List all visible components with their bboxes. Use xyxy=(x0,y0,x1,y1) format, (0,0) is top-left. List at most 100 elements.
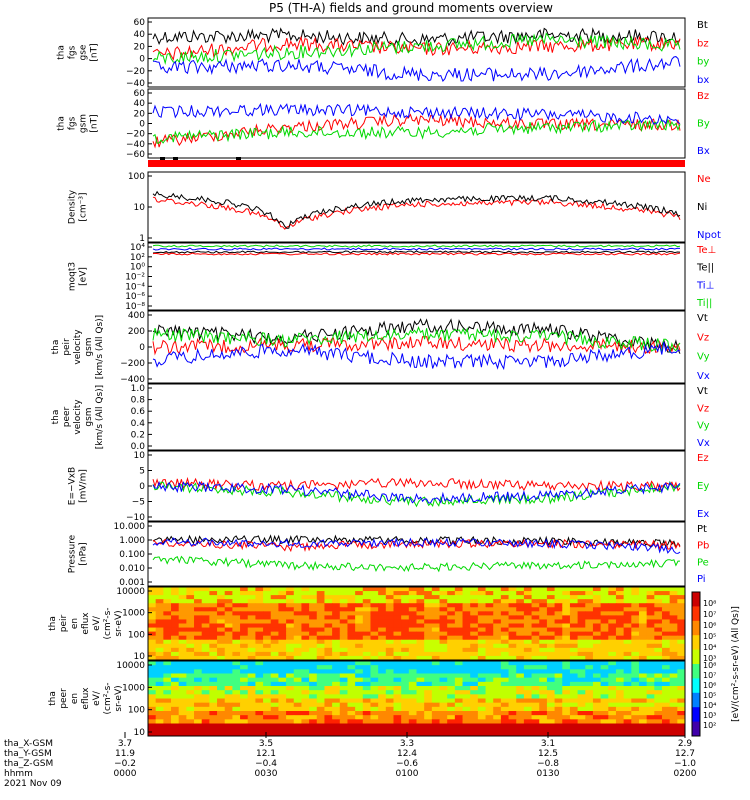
spectrogram-cell xyxy=(155,673,164,679)
spectrogram-cell xyxy=(362,627,371,633)
spectrogram-cell xyxy=(201,599,210,604)
spectrogram-cell xyxy=(217,607,226,612)
spectrogram-cell xyxy=(493,677,502,683)
spectrogram-cell xyxy=(523,686,533,691)
spectrogram-cell xyxy=(531,686,540,691)
spectrogram-cell xyxy=(485,686,494,691)
spectrogram-cell xyxy=(148,611,157,616)
spectrogram-cell xyxy=(370,595,379,600)
y-axis-label: peir xyxy=(59,614,69,632)
spectrogram-cell xyxy=(186,607,195,612)
spectrogram-cell xyxy=(661,651,671,657)
spectrogram-cell xyxy=(638,631,648,637)
spectrogram-cell xyxy=(178,627,187,633)
spectrogram-cell xyxy=(148,651,157,657)
spectrogram-cell xyxy=(324,669,333,674)
series-Bz xyxy=(152,113,681,149)
spectrogram-cell xyxy=(270,623,279,629)
spectrogram-cell xyxy=(546,698,556,704)
spectrogram-cell xyxy=(569,619,579,624)
spectrogram-cell xyxy=(163,715,172,720)
spectrogram-cell xyxy=(309,635,318,641)
spectrogram-cell xyxy=(347,647,356,653)
spectrogram-cell xyxy=(585,651,594,657)
spectrogram-cell xyxy=(554,655,563,661)
spectrogram-cell xyxy=(362,655,371,661)
spectrogram-cell xyxy=(301,639,310,645)
spectrogram-cell xyxy=(577,591,586,596)
spectrogram-cell xyxy=(309,723,318,729)
spectrogram-cell xyxy=(401,655,410,661)
spectrogram-cell xyxy=(171,599,180,604)
spectrogram-cell xyxy=(401,731,410,737)
spectrogram-cell xyxy=(485,727,494,733)
spectrogram-cell xyxy=(523,639,533,645)
spectrogram-cell xyxy=(516,665,525,670)
spectrogram-cell xyxy=(562,727,571,733)
spectrogram-cell xyxy=(531,623,540,629)
spectrogram-cell xyxy=(539,673,548,679)
spectrogram-cell xyxy=(669,731,678,737)
spectrogram-cell xyxy=(378,694,387,699)
spectrogram-cell xyxy=(631,627,640,633)
spectrogram-cell xyxy=(615,698,625,704)
spectrogram-cell xyxy=(339,587,348,592)
spectrogram-cell xyxy=(493,694,502,699)
spectrogram-cell xyxy=(569,599,579,604)
status-bar xyxy=(148,160,685,167)
spectrogram-cell xyxy=(646,661,655,666)
spectrogram-cell xyxy=(523,615,533,620)
spectrogram-cell xyxy=(447,627,456,633)
spectrogram-cell xyxy=(362,694,371,699)
spectrogram-cell xyxy=(362,595,371,600)
spectrogram-cell xyxy=(523,655,533,661)
spectrogram-cell xyxy=(178,643,187,649)
spectrogram-cell xyxy=(301,723,310,729)
spectrogram-cell xyxy=(217,651,226,657)
spectrogram-cell xyxy=(148,647,157,653)
spectrogram-cell xyxy=(370,639,379,645)
spectrogram-cell xyxy=(585,690,594,695)
spectrogram-cell xyxy=(347,603,356,608)
spectrogram-cell xyxy=(385,727,394,733)
spectrogram-cell xyxy=(347,694,356,699)
spectrogram-cell xyxy=(631,706,640,712)
spectrogram-cell xyxy=(148,655,157,661)
spectrogram-cell xyxy=(401,643,410,649)
spectrogram-cell xyxy=(431,599,441,604)
spectrogram-cell xyxy=(546,673,556,679)
spectrogram-cell xyxy=(531,611,540,616)
spectrogram-cell xyxy=(224,711,233,716)
spectrogram-cell xyxy=(585,694,594,699)
spectrogram-cell xyxy=(493,719,502,724)
spectrogram-cell xyxy=(362,669,371,674)
spectrogram-cell xyxy=(332,702,341,708)
spectrogram-cell xyxy=(247,615,256,620)
spectrogram-cell xyxy=(217,587,226,592)
spectrogram-cell xyxy=(669,715,678,720)
spectrogram-cell xyxy=(523,665,533,670)
legend-entry: Vx xyxy=(697,371,710,382)
spectrogram-cell xyxy=(546,591,556,596)
spectrogram-cell xyxy=(523,698,533,704)
spectrogram-cell xyxy=(224,651,233,657)
y-axis-label: eV/ xyxy=(92,690,102,706)
spectrogram-cell xyxy=(439,651,448,657)
spectrogram-cell xyxy=(516,595,525,600)
spectrogram-cell xyxy=(186,711,195,716)
spectrogram-cell xyxy=(278,607,287,612)
spectrogram-cell xyxy=(554,731,563,737)
spectrogram-cell xyxy=(286,651,295,657)
spectrogram-cell xyxy=(447,619,456,624)
spectrogram-cell xyxy=(677,611,686,616)
spectrogram-cell xyxy=(370,611,379,616)
spectrogram-cell xyxy=(201,661,210,666)
spectrogram-cell xyxy=(201,681,210,687)
legend-entry: Ez xyxy=(697,453,709,464)
spectrogram-cell xyxy=(408,647,417,653)
spectrogram-cell xyxy=(623,690,632,695)
spectrogram-cell xyxy=(217,647,226,653)
spectrogram-cell xyxy=(608,587,617,592)
spectrogram-cell xyxy=(554,686,563,691)
spectrogram-cell xyxy=(240,627,249,633)
